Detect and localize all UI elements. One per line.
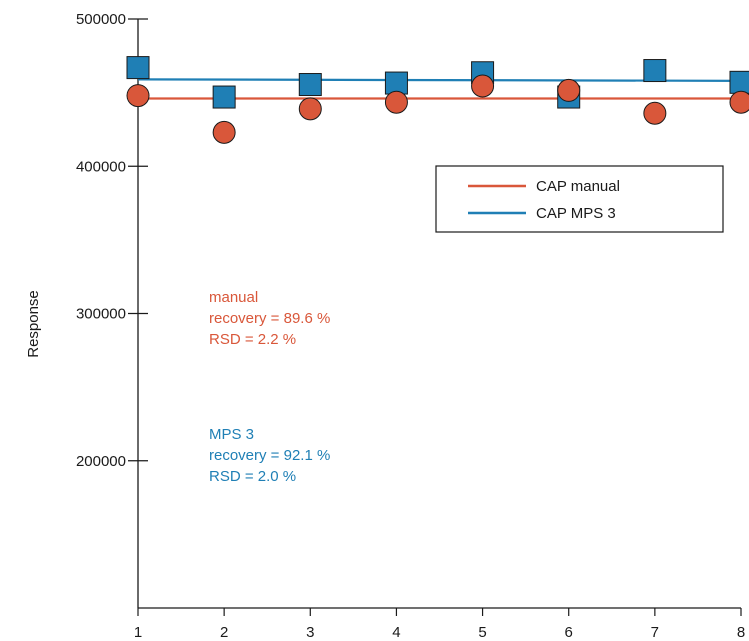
data-point-circle [298,97,322,121]
data-point-circle [643,101,667,125]
fit-line [137,78,742,82]
annotations: manual recovery = 89.6 % RSD = 2.2 % MPS 3 r… [209,289,330,485]
annotation-line: RSD = 2.0 % [209,468,296,485]
x-tick-label: 3 [306,624,314,641]
data-point-square [212,85,236,109]
data-point-square [643,59,667,83]
legend-box [435,165,724,233]
y-tick-label: 400000 [76,158,126,175]
data-point-circle [126,84,150,108]
data-point-square [729,70,749,94]
y-tick-label: 200000 [76,453,126,470]
data-markers [126,56,749,144]
annotation-line: recovery = 89.6 % [209,310,330,327]
data-point-circle [729,90,749,114]
fit-lines [137,78,742,100]
y-tick-label: 300000 [76,306,126,323]
x-tick-label: 5 [478,624,486,641]
annotation-line: MPS 3 [209,426,254,443]
data-point-circle [384,90,408,114]
annotation-line: recovery = 92.1 % [209,447,330,464]
x-tick-label: 1 [134,624,142,641]
x-tick-label: 8 [737,624,745,641]
x-tick-label: 4 [392,624,400,641]
x-tick-label: 2 [220,624,228,641]
legend: CAP manual CAP MPS 3 [435,165,724,233]
axes: 200000 300000 400000 500000 1 2 3 4 5 6 7 8 [76,11,745,641]
data-point-circle [212,120,236,144]
x-tick-label: 7 [651,624,659,641]
y-axis-title: Response [25,290,42,358]
data-point-square [126,56,150,80]
annotation-line: RSD = 2.2 % [209,331,296,348]
legend-label: CAP manual [536,178,620,195]
annotation-line: manual [209,289,258,306]
data-point-circle [471,74,495,98]
data-point-square [298,73,322,97]
x-tick-label: 6 [565,624,573,641]
y-tick-label: 500000 [76,11,126,28]
legend-label: CAP MPS 3 [536,205,616,222]
data-point-circle [557,78,581,102]
